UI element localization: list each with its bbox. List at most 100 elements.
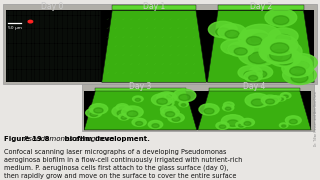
Circle shape [208, 21, 237, 38]
Circle shape [119, 107, 125, 110]
Circle shape [238, 43, 279, 66]
Circle shape [244, 71, 256, 78]
Circle shape [122, 106, 143, 118]
Circle shape [277, 56, 293, 65]
Circle shape [136, 122, 143, 125]
Circle shape [90, 112, 98, 116]
Text: Day 3: Day 3 [129, 82, 152, 91]
Text: Day 2: Day 2 [250, 2, 272, 11]
Circle shape [179, 102, 188, 107]
Circle shape [222, 105, 234, 111]
Circle shape [89, 104, 108, 114]
Circle shape [291, 73, 308, 83]
Circle shape [265, 9, 297, 26]
Circle shape [260, 46, 290, 62]
Circle shape [261, 35, 298, 55]
Circle shape [249, 52, 269, 64]
Bar [6, 10, 314, 82]
Circle shape [227, 120, 239, 126]
Circle shape [255, 71, 267, 77]
Circle shape [165, 112, 175, 117]
Circle shape [290, 67, 305, 76]
Circle shape [240, 118, 254, 126]
Circle shape [199, 104, 219, 115]
Circle shape [94, 108, 103, 113]
Circle shape [268, 28, 298, 44]
Circle shape [173, 89, 196, 102]
Circle shape [283, 66, 316, 84]
Circle shape [283, 95, 288, 98]
Circle shape [160, 105, 177, 114]
Circle shape [221, 39, 248, 54]
Circle shape [280, 93, 291, 99]
Circle shape [228, 42, 254, 57]
Circle shape [116, 104, 129, 111]
Polygon shape [112, 5, 196, 10]
Circle shape [249, 75, 258, 80]
Circle shape [225, 30, 239, 38]
Circle shape [161, 107, 179, 118]
Bar [84, 91, 311, 130]
Text: biofilm development.: biofilm development. [61, 136, 149, 142]
Circle shape [168, 113, 184, 122]
Circle shape [164, 93, 173, 98]
Circle shape [285, 54, 317, 72]
Text: Day 4: Day 4 [243, 82, 266, 91]
Circle shape [132, 96, 143, 102]
Circle shape [234, 48, 247, 55]
Circle shape [223, 102, 234, 108]
Circle shape [148, 120, 163, 129]
Circle shape [285, 116, 301, 125]
Circle shape [112, 106, 133, 117]
Circle shape [236, 122, 247, 128]
Circle shape [157, 92, 177, 103]
Circle shape [246, 37, 262, 45]
Circle shape [245, 93, 270, 107]
Polygon shape [218, 5, 304, 10]
Circle shape [28, 20, 33, 23]
Circle shape [151, 94, 173, 106]
Text: Day 1: Day 1 [143, 2, 165, 11]
Circle shape [216, 122, 229, 129]
Circle shape [277, 96, 286, 101]
Circle shape [118, 114, 130, 120]
Polygon shape [95, 88, 186, 91]
Polygon shape [102, 10, 206, 82]
Circle shape [127, 111, 138, 117]
Circle shape [273, 16, 289, 25]
Circle shape [272, 98, 278, 101]
Circle shape [228, 45, 241, 53]
Circle shape [279, 123, 288, 128]
Bar [3, 4, 317, 84]
Circle shape [121, 116, 127, 119]
Circle shape [244, 122, 251, 125]
Polygon shape [198, 91, 311, 130]
Circle shape [293, 61, 309, 70]
Circle shape [261, 95, 279, 105]
Circle shape [221, 115, 244, 128]
Circle shape [135, 98, 140, 101]
Circle shape [249, 66, 273, 79]
Circle shape [179, 94, 190, 101]
Circle shape [259, 39, 302, 64]
Circle shape [218, 24, 246, 40]
Text: Dr. Tillan Hassan and Ann Gou Chew: Dr. Tillan Hassan and Ann Gou Chew [314, 91, 318, 146]
Circle shape [270, 96, 281, 102]
Circle shape [204, 108, 214, 114]
Circle shape [276, 35, 291, 43]
Circle shape [132, 118, 146, 126]
Circle shape [282, 125, 286, 127]
Circle shape [164, 109, 172, 113]
Circle shape [219, 125, 226, 129]
Text: Day 0: Day 0 [41, 2, 63, 11]
Circle shape [166, 102, 171, 105]
Circle shape [283, 55, 312, 72]
Polygon shape [209, 88, 300, 91]
Text: Figure 19.8: Figure 19.8 [4, 136, 52, 142]
Circle shape [86, 108, 102, 117]
Circle shape [225, 107, 231, 110]
Polygon shape [84, 91, 197, 130]
Polygon shape [207, 10, 314, 82]
Circle shape [268, 48, 301, 67]
Circle shape [289, 119, 297, 124]
